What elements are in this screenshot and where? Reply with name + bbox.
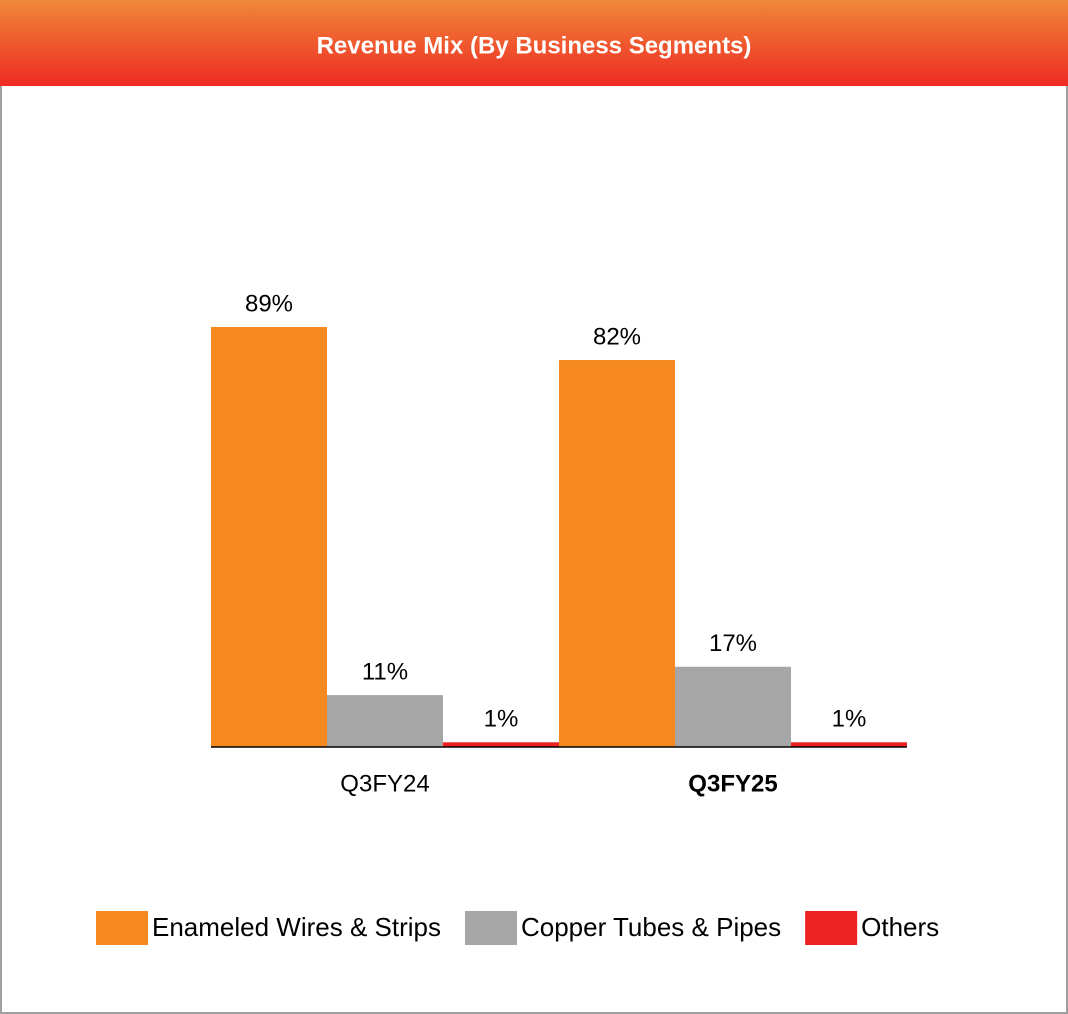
value-label: 1% xyxy=(832,706,867,733)
bar xyxy=(675,666,791,747)
value-label: 1% xyxy=(484,706,519,733)
legend-swatch xyxy=(96,911,148,945)
header xyxy=(0,0,1068,86)
legend-label: Others xyxy=(861,912,939,942)
x-tick-label: Q3FY25 xyxy=(688,770,777,797)
bar xyxy=(559,360,675,747)
bar xyxy=(211,327,327,747)
chart-title: Revenue Mix (By Business Segments) xyxy=(317,32,752,59)
value-label: 11% xyxy=(362,658,408,685)
bar xyxy=(443,742,559,747)
bar xyxy=(327,695,443,747)
legend-swatch xyxy=(464,911,517,945)
legend-swatch xyxy=(805,911,858,945)
value-label: 89% xyxy=(245,290,293,317)
legend-label: Copper Tubes & Pipes xyxy=(521,912,781,942)
value-label: 82% xyxy=(593,323,641,350)
x-tick-label: Q3FY24 xyxy=(340,770,429,797)
value-label: 17% xyxy=(709,630,757,657)
legend-label: Enameled Wires & Strips xyxy=(152,912,441,942)
bar xyxy=(791,742,907,747)
